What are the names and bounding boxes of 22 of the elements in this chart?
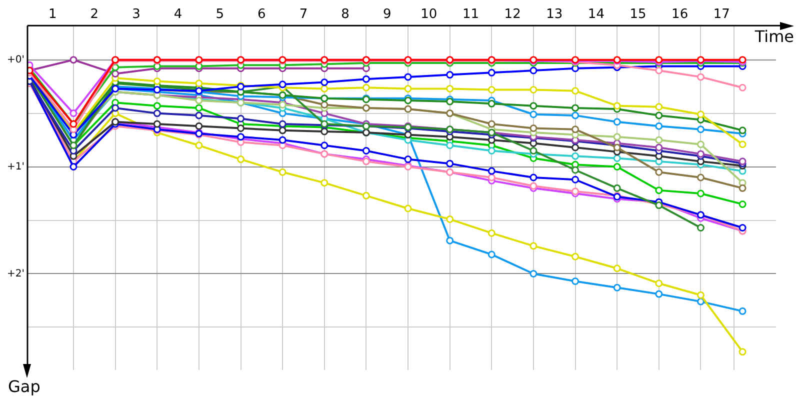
x-tick-label: 1 bbox=[48, 7, 57, 22]
y-tick-label: +2' bbox=[6, 268, 24, 280]
x-tick-label: 16 bbox=[672, 7, 688, 22]
x-tick-label: 3 bbox=[132, 7, 140, 22]
x-tick-label: 15 bbox=[630, 7, 646, 22]
x-tick-label: 7 bbox=[299, 7, 308, 22]
x-tick-label: 4 bbox=[174, 7, 182, 22]
x-tick-label: 10 bbox=[420, 7, 438, 22]
x-tick-label: 12 bbox=[504, 7, 521, 22]
x-tick-label: 13 bbox=[546, 7, 563, 22]
y-axis-title: Gap bbox=[8, 377, 40, 396]
y-tick-label: +0' bbox=[6, 54, 24, 66]
x-tick-label: 11 bbox=[462, 7, 480, 22]
x-tick-label: 8 bbox=[341, 7, 350, 22]
x-tick-label: 2 bbox=[90, 7, 99, 22]
x-tick-label: 6 bbox=[258, 7, 266, 22]
y-tick-label: +1' bbox=[6, 161, 24, 172]
x-tick-label: 17 bbox=[713, 7, 730, 22]
x-axis-title: Time bbox=[754, 26, 794, 46]
x-tick-label: 14 bbox=[588, 7, 604, 22]
x-tick-label: 5 bbox=[216, 7, 224, 22]
x-tick-label: 9 bbox=[382, 7, 392, 22]
